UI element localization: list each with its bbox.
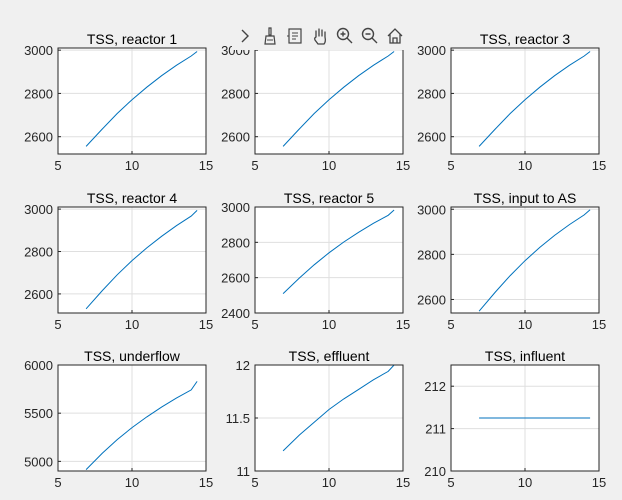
y-tick-label: 12 — [236, 358, 250, 373]
y-tick-label: 212 — [424, 379, 446, 394]
y-tick-label: 5000 — [24, 454, 53, 469]
x-tick-label: 5 — [251, 158, 258, 173]
y-tick-label: 5500 — [24, 406, 53, 421]
home-icon[interactable] — [382, 24, 407, 49]
subplot-1[interactable]: 5 10 15 2600 2800 3000 TSS, reactor 1 — [24, 31, 213, 173]
series-line — [85, 210, 198, 310]
x-tick-label: 10 — [518, 475, 532, 490]
series-line — [282, 209, 395, 294]
y-tick-label: 3000 — [417, 202, 446, 217]
x-tick-label: 15 — [592, 317, 606, 332]
y-tick-label: 2800 — [417, 247, 446, 262]
subplot-title: TSS, reactor 1 — [87, 31, 177, 47]
expand-chevron-icon[interactable] — [232, 24, 257, 49]
x-tick-label: 5 — [54, 475, 61, 490]
y-tick-label: 2800 — [24, 245, 53, 260]
x-tick-label: 15 — [592, 475, 606, 490]
x-tick-label: 5 — [447, 475, 454, 490]
zoom-out-icon[interactable] — [357, 24, 382, 49]
x-tick-label: 5 — [251, 317, 258, 332]
subplot-title: TSS, underflow — [84, 348, 181, 364]
x-tick-label: 15 — [396, 475, 410, 490]
x-tick-label: 5 — [54, 158, 61, 173]
y-tick-label: 3000 — [417, 43, 446, 58]
subplot-4[interactable]: 5 10 15 2600 2800 3000 TSS, reactor 4 — [24, 190, 213, 332]
x-tick-label: 5 — [447, 158, 454, 173]
series-line — [282, 51, 395, 147]
series-line — [478, 51, 591, 147]
y-tick-label: 2600 — [24, 130, 53, 145]
x-tick-label: 10 — [518, 317, 532, 332]
subplot-6[interactable]: 5 10 15 2600 2800 3000 TSS, input to AS — [417, 190, 606, 332]
datatip-icon[interactable] — [282, 24, 307, 49]
y-tick-label: 2600 — [24, 287, 53, 302]
subplot-7[interactable]: 5 10 15 5000 5500 6000 TSS, underflow — [24, 348, 213, 490]
subplot-9[interactable]: 5 10 15 210 211 212 TSS, influent — [424, 348, 606, 490]
x-tick-label: 10 — [322, 317, 336, 332]
subplot-title: TSS, effluent — [289, 348, 370, 364]
subplot-title: TSS, input to AS — [474, 190, 577, 206]
y-tick-label: 2800 — [221, 86, 250, 101]
subplot-3[interactable]: 5 10 15 2600 2800 3000 TSS, reactor 3 — [417, 31, 606, 173]
x-tick-label: 5 — [54, 317, 61, 332]
x-tick-label: 10 — [125, 158, 139, 173]
y-tick-label: 3000 — [24, 202, 53, 217]
y-tick-label: 3000 — [24, 43, 53, 58]
x-tick-label: 10 — [322, 475, 336, 490]
y-tick-label: 6000 — [24, 358, 53, 373]
subplot-title: TSS, influent — [485, 348, 565, 364]
y-tick-label: 11.5 — [226, 411, 250, 426]
x-tick-label: 5 — [251, 475, 258, 490]
series-line — [282, 364, 395, 452]
y-tick-label: 2400 — [221, 306, 250, 321]
y-tick-label: 2600 — [221, 130, 250, 145]
axes-toolbar — [232, 22, 407, 50]
y-tick-label: 3000 — [221, 200, 250, 215]
x-tick-label: 15 — [396, 317, 410, 332]
y-tick-label: 2600 — [417, 130, 446, 145]
zoom-in-icon[interactable] — [332, 24, 357, 49]
subplot-title: TSS, reactor 3 — [480, 31, 570, 47]
x-tick-label: 15 — [199, 475, 213, 490]
subplot-8[interactable]: 5 10 15 11 11.5 12 TSS, effluent — [226, 348, 411, 490]
series-line — [85, 381, 198, 470]
x-tick-label: 15 — [199, 158, 213, 173]
series-line — [478, 209, 591, 312]
y-tick-label: 2800 — [221, 235, 250, 250]
x-tick-label: 5 — [447, 317, 454, 332]
y-tick-label: 2800 — [417, 86, 446, 101]
y-tick-label: 210 — [424, 464, 446, 479]
y-tick-label: 211 — [425, 422, 446, 437]
x-tick-label: 10 — [125, 475, 139, 490]
x-tick-label: 15 — [199, 317, 213, 332]
series-line — [85, 51, 198, 147]
x-tick-label: 10 — [518, 158, 532, 173]
x-tick-label: 10 — [322, 158, 336, 173]
subplot-title: TSS, reactor 5 — [284, 190, 374, 206]
x-tick-label: 10 — [125, 317, 139, 332]
y-tick-label: 2800 — [24, 86, 53, 101]
x-tick-label: 15 — [396, 158, 410, 173]
y-tick-label: 2600 — [417, 292, 446, 307]
y-tick-label: 11 — [237, 464, 251, 479]
subplot-title: TSS, reactor 4 — [87, 190, 177, 206]
x-tick-label: 15 — [592, 158, 606, 173]
subplot-5[interactable]: 5 10 15 2400 2600 2800 3000 TSS, reactor 5 — [221, 190, 410, 332]
y-tick-label: 2600 — [221, 271, 250, 286]
brush-icon[interactable] — [257, 24, 282, 49]
pan-hand-icon[interactable] — [307, 24, 332, 49]
